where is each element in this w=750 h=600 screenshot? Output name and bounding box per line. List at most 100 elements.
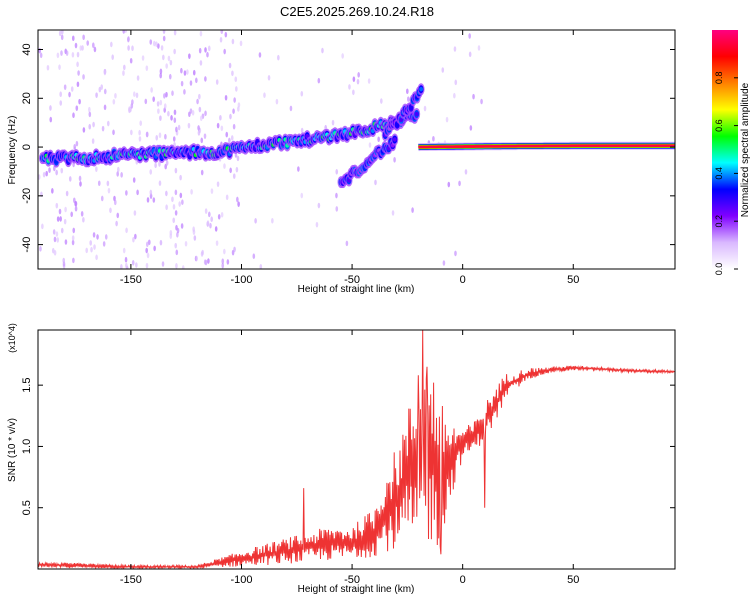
noise-speck (225, 194, 229, 201)
noise-speck (192, 226, 195, 232)
noise-speck (93, 244, 96, 250)
noise-speck (138, 129, 141, 136)
heatmap-cell (419, 87, 424, 92)
noise-speck (159, 72, 163, 79)
noise-speck (136, 189, 139, 196)
noise-speck (188, 111, 191, 118)
noise-speck (138, 136, 142, 142)
noise-speck (97, 180, 101, 187)
spectrogram-x-ticks: -150 -100 -50 0 50 (120, 30, 579, 286)
noise-speck (114, 92, 117, 99)
noise-speck (56, 237, 60, 243)
noise-speck (60, 34, 64, 41)
noise-speck (38, 174, 41, 180)
noise-speck (221, 258, 225, 265)
noise-speck (90, 246, 93, 253)
noise-speck (220, 125, 224, 132)
noise-speck (193, 235, 197, 241)
noise-speck (174, 242, 178, 249)
noise-speck (122, 70, 125, 76)
noise-speck (116, 212, 120, 219)
noise-speck (183, 70, 187, 76)
noise-speck (120, 172, 123, 178)
x-tick-label: -150 (120, 574, 142, 586)
noise-speck (117, 166, 120, 173)
y-tick-label: 1.0 (21, 439, 33, 454)
chart-title: C2E5.2025.269.10.24.R18 (280, 4, 434, 19)
noise-speck (172, 217, 176, 224)
noise-speck (75, 140, 79, 147)
noise-speck (237, 102, 241, 108)
colorbar-tick-label: 0.4 (714, 167, 724, 180)
noise-speck (357, 72, 360, 78)
noise-speck (130, 103, 134, 109)
noise-speck (173, 48, 176, 55)
noise-speck (60, 227, 64, 234)
noise-speck (51, 188, 54, 194)
noise-speck (199, 30, 203, 37)
noise-speck (180, 80, 184, 87)
noise-speck (58, 30, 62, 37)
snr-frame (37, 329, 676, 570)
noise-speck (73, 197, 76, 204)
noise-speck (181, 199, 184, 206)
noise-speck (229, 113, 232, 120)
noise-speck (236, 196, 239, 203)
noise-speck (135, 92, 139, 99)
noise-speck (171, 90, 174, 97)
noise-speck (74, 205, 78, 212)
x-tick-label: -100 (230, 574, 252, 586)
noise-speck (158, 132, 162, 139)
noise-speck (184, 240, 188, 247)
noise-speck (200, 169, 204, 176)
heatmap-cell (392, 137, 397, 142)
noise-speck (208, 211, 211, 218)
noise-speck (204, 208, 208, 214)
noise-speck (331, 119, 335, 126)
noise-speck (454, 250, 457, 257)
noise-speck (98, 86, 102, 93)
noise-speck (204, 110, 207, 117)
spectrogram-y-ticks: -40 -20 0 20 40 (21, 43, 675, 253)
noise-speck (147, 239, 151, 246)
noise-speck (172, 136, 176, 142)
noise-speck (91, 138, 95, 144)
noise-speck (165, 63, 168, 69)
noise-speck (181, 265, 185, 269)
noise-speck (197, 125, 200, 131)
noise-speck (168, 73, 172, 80)
noise-speck (170, 115, 173, 121)
noise-speck (217, 213, 221, 220)
noise-speck (165, 91, 168, 98)
noise-speck (186, 69, 189, 75)
noise-speck (175, 126, 178, 133)
noise-speck (56, 52, 60, 59)
noise-speck (321, 47, 324, 54)
y-tick-label: -20 (21, 188, 33, 204)
snr-panel: -150 -100 -50 0 50 0.5 1.0 1.5 Height of strai… (7, 323, 676, 595)
noise-speck (122, 247, 126, 254)
noise-speck (179, 192, 183, 199)
noise-speck (472, 93, 475, 100)
noise-speck (132, 177, 136, 183)
spectrogram-x-axis-title: Height of straight line (km) (298, 284, 415, 295)
noise-speck (63, 84, 67, 90)
noise-speck (58, 64, 61, 70)
noise-speck (82, 74, 85, 80)
noise-speck (469, 125, 473, 131)
noise-speck (252, 253, 256, 259)
noise-speck (112, 129, 115, 136)
noise-speck (406, 88, 409, 95)
noise-speck (76, 51, 80, 58)
noise-speck (203, 133, 207, 139)
noise-speck (219, 36, 223, 43)
noise-speck (210, 188, 214, 194)
noise-speck (167, 110, 170, 117)
noise-speck (153, 245, 156, 252)
noise-speck (107, 187, 111, 194)
noise-speck (275, 98, 279, 105)
noise-speck (164, 133, 167, 140)
noise-speck (198, 47, 202, 54)
noise-speck (234, 76, 238, 83)
noise-speck (162, 54, 165, 61)
